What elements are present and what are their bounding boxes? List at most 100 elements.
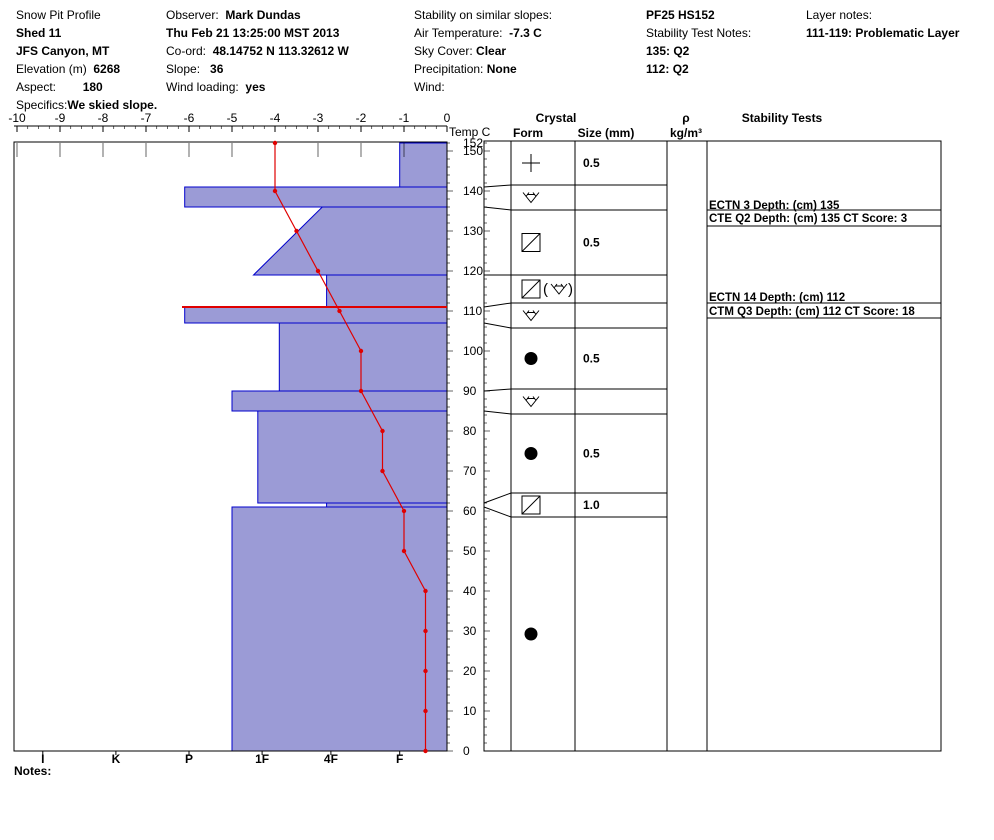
- wind-loading-label: Wind loading:: [166, 80, 239, 94]
- slope-value: 36: [210, 62, 224, 76]
- hardness-layer: [278, 322, 448, 392]
- depth-tick-label: 140: [463, 184, 483, 198]
- hardness-layer: [231, 506, 448, 752]
- hardness-layer: [399, 142, 448, 188]
- temp-tick-label: -4: [270, 111, 281, 125]
- wind-label: Wind:: [414, 80, 445, 94]
- temp-axis-title: Temp C: [449, 125, 491, 139]
- temp-tick-label: -1: [399, 111, 410, 125]
- temperature-point: [337, 308, 342, 314]
- depth-tick-label: 10: [463, 704, 477, 718]
- slope-row: Slope: 36: [166, 62, 223, 76]
- size-header: Size (mm): [578, 126, 635, 140]
- rho-unit-header: kg/m³: [670, 126, 702, 140]
- depth-tick-label: 100: [463, 344, 483, 358]
- coord-row: Co-ord: 48.14752 N 113.32612 W: [166, 44, 349, 58]
- depth-tick-label: 20: [463, 664, 477, 678]
- temperature-point: [423, 748, 428, 754]
- temperature-point: [272, 188, 278, 194]
- layer-notes-label: Layer notes:: [806, 8, 873, 22]
- temperature-point: [401, 508, 407, 514]
- temperature-point: [401, 548, 407, 554]
- wind-loading-value: yes: [245, 80, 266, 94]
- layer-connector: [483, 302, 667, 308]
- temp-tick-label: -9: [55, 111, 66, 125]
- location: JFS Canyon, MT: [16, 44, 110, 58]
- hardness-label: I: [41, 752, 44, 766]
- depth-tick-label: 50: [463, 544, 477, 558]
- crystal-surface-hoar-icon: [522, 310, 540, 322]
- temp-tick-label: -2: [356, 111, 367, 125]
- layer-connector: [483, 206, 667, 211]
- temp-tick-label: -6: [184, 111, 195, 125]
- air-temp-value: -7.3 C: [509, 26, 542, 40]
- crystal-rounded-icon: [524, 627, 538, 641]
- observer-value: Mark Dundas: [225, 8, 301, 22]
- elevation-row: Elevation (m) 6268: [16, 62, 120, 76]
- crystal-surface-hoar-icon: [522, 192, 540, 204]
- observer-label: Observer:: [166, 8, 219, 22]
- crystal-size: 0.5: [583, 447, 600, 461]
- stability-test: ECTN 14 Depth: (cm) 112: [709, 292, 845, 304]
- depth-tick-label: 130: [463, 224, 483, 238]
- layer-connector: [483, 506, 667, 518]
- temperature-point: [423, 628, 428, 634]
- axes: -10 -9 -8 -7 -6 -5 -4 -3 -2 -1 0010203040506070809…: [8, 111, 490, 766]
- sky-value: Clear: [476, 44, 507, 58]
- plot-frame: [13, 141, 448, 752]
- slope-label: Slope:: [166, 62, 201, 76]
- observer-row: Observer: Mark Dundas: [166, 8, 301, 22]
- layer-note: 111-119: Problematic Layer: [806, 26, 960, 40]
- precip-value: None: [486, 62, 517, 76]
- stability-note-1: 135: Q2: [646, 44, 690, 58]
- temp-tick-label: -8: [98, 111, 109, 125]
- crystal-size: 0.5: [583, 236, 600, 250]
- temperature-point: [423, 668, 428, 674]
- form-header: Form: [513, 126, 543, 140]
- air-temp-label: Air Temperature:: [414, 26, 503, 40]
- temperature-point: [380, 468, 385, 474]
- layer-connector: [483, 410, 667, 415]
- crystal-size: 0.5: [583, 156, 600, 170]
- aspect-row: Aspect: 180: [16, 80, 103, 94]
- coord-value: 48.14752 N 113.32612 W: [212, 44, 349, 58]
- crystal-faceted-hoar-icon: (): [521, 279, 573, 299]
- crystal-faceted-icon: [521, 495, 541, 515]
- crystal-rounded-icon: [524, 352, 538, 365]
- crystal-size: 0.5: [583, 352, 600, 366]
- elevation-label: Elevation (m): [16, 62, 87, 76]
- temperature-point: [358, 348, 364, 354]
- layer-connector: [483, 388, 667, 392]
- depth-tick-label: 60: [463, 504, 477, 518]
- temperature-point: [294, 228, 299, 234]
- stability-test: ECTN 3 Depth: (cm) 135: [709, 200, 840, 212]
- temp-tick-label: -7: [141, 111, 152, 125]
- profile-title: Snow Pit Profile: [16, 8, 101, 22]
- hardness-layer: [184, 306, 448, 324]
- sky-row: Sky Cover: Clear: [414, 44, 506, 58]
- depth-tick-label: 110: [463, 304, 482, 318]
- stability-header: Stability Tests: [742, 111, 823, 125]
- temp-tick-label: 0: [444, 111, 451, 125]
- crystal-header: Crystal: [536, 111, 577, 125]
- stability-note-2: 112: Q2: [646, 62, 689, 76]
- stability-notes-label: Stability Test Notes:: [646, 26, 752, 40]
- temperature-point: [423, 588, 428, 594]
- hardness-layer: [257, 410, 448, 504]
- svg-text:): ): [568, 281, 573, 298]
- hardness-layer: [231, 390, 448, 412]
- table-frame: [483, 140, 942, 752]
- pit-name: Shed 11: [16, 26, 62, 40]
- hardness-layer: [326, 274, 448, 308]
- stability-test: CTE Q2 Depth: (cm) 135 CT Score: 3: [709, 213, 907, 225]
- hardness-label: F: [396, 752, 403, 766]
- temperature-line: [274, 143, 427, 751]
- hardness-label: 4F: [324, 752, 338, 766]
- depth-tick-label: 0: [463, 744, 470, 758]
- depth-tick-label: 80: [463, 424, 477, 438]
- hardness-label: 1F: [255, 752, 269, 766]
- precip-row: Precipitation: None: [414, 62, 517, 76]
- layer-connector: [483, 184, 667, 188]
